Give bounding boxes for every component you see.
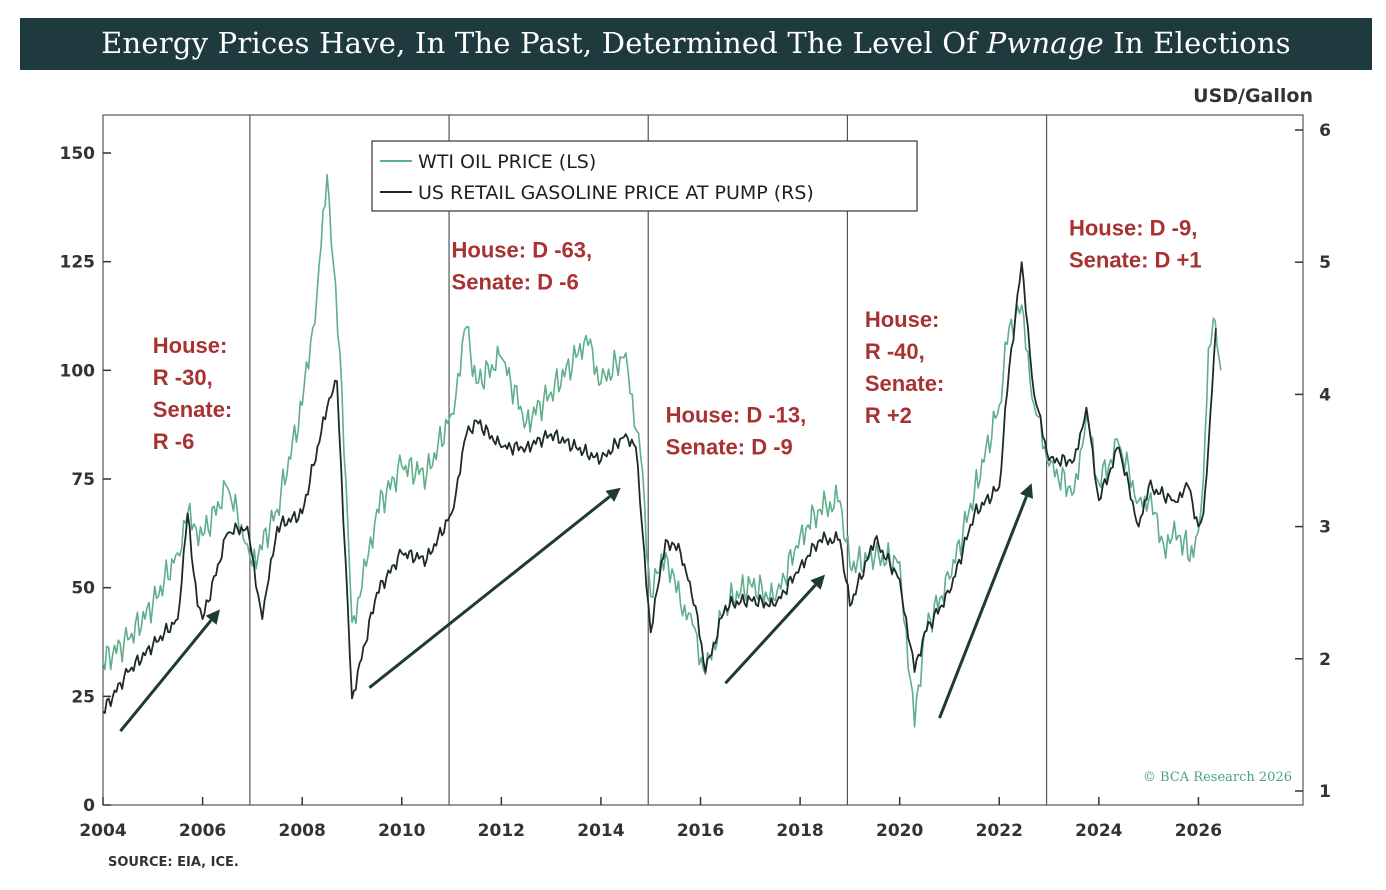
left-axis-tick-label: 75	[71, 470, 95, 490]
election-annotation: R +2	[865, 403, 912, 428]
x-axis-tick-label: 2004	[79, 821, 126, 841]
credit-note: © BCA Research 2026	[1143, 770, 1292, 785]
source-note: SOURCE: EIA, ICE.	[108, 855, 239, 870]
election-annotation: R -6	[153, 429, 195, 454]
election-annotation: R -40,	[865, 339, 925, 364]
election-annotation: Senate: D +1	[1069, 248, 1202, 273]
trend-arrow-head	[205, 609, 220, 625]
trend-arrow-head	[605, 487, 621, 502]
left-axis-tick-label: 50	[71, 579, 95, 599]
right-axis-tick-label: 4	[1319, 385, 1331, 405]
x-axis-tick-label: 2014	[577, 821, 624, 841]
legend-label-oil: WTI OIL PRICE (LS)	[418, 151, 596, 173]
x-axis-tick-label: 2024	[1075, 821, 1122, 841]
trend-arrow-head	[810, 574, 825, 590]
x-axis-tick-label: 2006	[179, 821, 226, 841]
election-annotation: House: D -9,	[1069, 216, 1197, 241]
plot-frame	[102, 114, 1304, 806]
x-axis-tick-label: 2018	[776, 821, 823, 841]
x-axis-tick-label: 2010	[378, 821, 425, 841]
x-axis-tick-label: 2022	[976, 821, 1023, 841]
right-axis-unit-label: USD/Gallon	[1193, 85, 1313, 107]
election-annotation: Senate:	[153, 397, 232, 422]
trend-arrow-shaft	[724, 583, 817, 685]
x-axis-tick-label: 2026	[1175, 821, 1222, 841]
x-axis-tick-label: 2012	[478, 821, 525, 841]
right-axis-tick-label: 6	[1319, 121, 1331, 141]
election-annotation: Senate: D -6	[452, 269, 579, 294]
x-axis-tick-label: 2016	[677, 821, 724, 841]
election-annotation: Senate: D -9	[666, 434, 793, 459]
chart-title-bar: Energy Prices Have, In The Past, Determi…	[20, 18, 1372, 70]
trend-arrow-head	[1020, 483, 1033, 499]
election-annotation: House: D -13,	[666, 402, 807, 427]
right-axis-tick-label: 1	[1319, 782, 1331, 802]
election-annotation: R -30,	[153, 365, 213, 390]
election-annotation: House: D -63,	[452, 237, 593, 262]
left-axis-tick-label: 150	[60, 144, 96, 164]
x-axis-tick-label: 2008	[279, 821, 326, 841]
right-axis-tick-label: 5	[1319, 253, 1331, 273]
trend-arrow-shaft	[368, 495, 611, 689]
left-axis-tick-label: 0	[83, 796, 95, 816]
trend-arrow-shaft	[119, 619, 213, 733]
trend-arrow-shaft	[938, 495, 1028, 719]
left-axis-tick-label: 100	[60, 361, 96, 381]
election-annotation: Senate:	[865, 371, 944, 396]
legend-box	[371, 140, 918, 212]
right-axis-tick-label: 3	[1319, 518, 1331, 538]
series-line-gasoline	[102, 261, 1217, 714]
left-axis-tick-label: 25	[71, 687, 95, 707]
election-annotation: House:	[865, 307, 940, 332]
election-annotation: House:	[153, 333, 228, 358]
x-axis-tick-label: 2020	[876, 821, 923, 841]
right-axis-tick-label: 2	[1319, 650, 1331, 670]
left-axis-tick-label: 125	[60, 253, 96, 273]
chart-title: Energy Prices Have, In The Past, Determi…	[101, 26, 1291, 60]
series-line-wti-oil	[102, 173, 1222, 728]
legend-label-gas: US RETAIL GASOLINE PRICE AT PUMP (RS)	[418, 182, 814, 204]
